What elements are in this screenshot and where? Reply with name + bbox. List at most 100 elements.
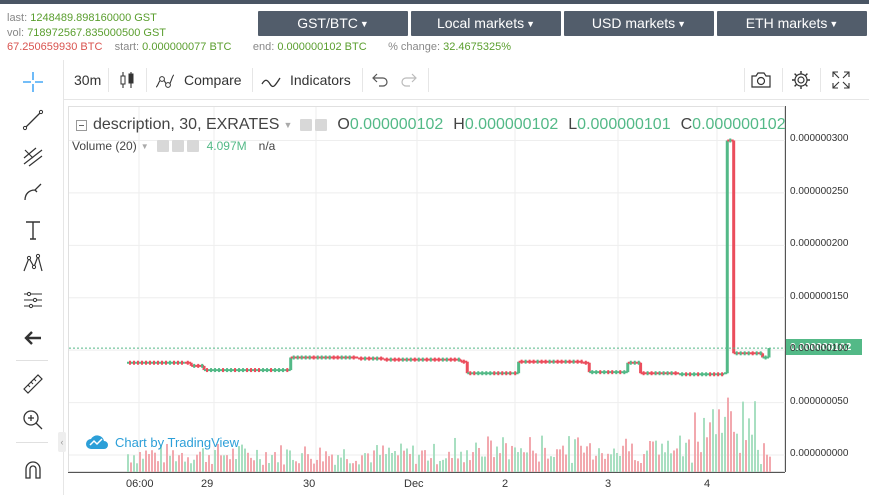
low-value: 0.000000101 xyxy=(577,116,671,133)
candle-body xyxy=(721,372,724,377)
volume-bar xyxy=(394,451,396,473)
eye-icon[interactable] xyxy=(300,119,313,131)
candle-body xyxy=(429,357,432,362)
volume-bar xyxy=(505,443,507,473)
caret-down-icon[interactable]: ▼ xyxy=(140,141,149,151)
compare-button[interactable]: Compare xyxy=(154,60,242,100)
volume-bar xyxy=(127,454,129,473)
stat-row-vol: vol: 718972567.835000500 GST xyxy=(7,26,167,39)
time-tick-label: 29 xyxy=(201,478,214,490)
volume-bar xyxy=(322,461,324,473)
tradingview-branding[interactable]: Chart by TradingView xyxy=(85,433,239,451)
indicators-icon xyxy=(261,77,281,88)
volume-bar xyxy=(529,437,531,473)
fullscreen-icon[interactable] xyxy=(830,60,852,100)
close-icon[interactable] xyxy=(186,140,199,152)
camera-icon[interactable] xyxy=(750,60,772,100)
market-dropdown-local[interactable]: Local markets ▼ xyxy=(411,11,561,36)
volume-bar xyxy=(202,448,204,473)
time-tick-label: Dec xyxy=(404,478,424,490)
candle-body xyxy=(709,372,712,377)
pattern-icon[interactable] xyxy=(18,250,48,278)
market-dropdown-gst-btc[interactable]: GST/BTC ▼ xyxy=(258,11,408,36)
candle-body xyxy=(739,351,742,356)
redo-icon[interactable] xyxy=(398,60,420,100)
candle-body xyxy=(376,356,379,361)
candle-body xyxy=(133,360,135,365)
caret-down-icon[interactable]: ▼ xyxy=(283,120,293,130)
undo-icon[interactable] xyxy=(369,60,391,100)
magnet-icon[interactable] xyxy=(18,456,48,484)
time-axis[interactable] xyxy=(68,472,785,495)
volume-bar xyxy=(181,452,183,473)
trend-line-icon[interactable] xyxy=(18,106,48,134)
volume-bar xyxy=(733,431,735,473)
candle-body xyxy=(385,357,388,362)
pitchfork-icon[interactable] xyxy=(18,142,48,170)
price-axis[interactable] xyxy=(785,106,869,472)
candle-body xyxy=(364,356,367,361)
candle-body xyxy=(670,371,673,376)
volume-bar xyxy=(511,445,513,473)
collapse-legend-icon[interactable] xyxy=(76,119,87,131)
market-dropdown-usd[interactable]: USD markets ▼ xyxy=(564,11,714,36)
series-legend: description, 30, EXRATES ▼ O 0.000000102 … xyxy=(76,116,786,134)
volume-bar xyxy=(145,450,147,473)
candle-body xyxy=(336,355,339,360)
volume-bar xyxy=(337,455,339,473)
collapse-toolbar-handle[interactable]: ‹ xyxy=(58,432,66,452)
text-tool-icon[interactable] xyxy=(18,216,48,244)
settings-icon[interactable] xyxy=(171,140,184,152)
candle-body xyxy=(161,360,163,365)
volume-bar xyxy=(694,412,696,473)
settings-icon[interactable] xyxy=(315,119,328,131)
volume-bar xyxy=(355,460,357,473)
volume-bar xyxy=(715,434,717,473)
candle-body xyxy=(751,351,754,356)
candle-body xyxy=(540,359,543,364)
interval-button[interactable]: 30m xyxy=(74,72,102,88)
volume-bar xyxy=(571,462,573,473)
volume-bar xyxy=(211,463,213,473)
volume-bar xyxy=(160,444,162,473)
volume-bar xyxy=(643,454,645,473)
indicators-button[interactable]: Indicators xyxy=(260,60,351,100)
volume-bar xyxy=(535,453,537,473)
chart-pane[interactable] xyxy=(68,106,786,473)
compare-icon xyxy=(155,74,175,88)
candle-body xyxy=(560,359,563,364)
candle-body xyxy=(701,372,704,377)
candle-body xyxy=(666,371,669,376)
candles-style-icon[interactable] xyxy=(116,60,138,100)
zoom-in-icon[interactable] xyxy=(18,406,48,434)
ruler-icon[interactable] xyxy=(18,370,48,398)
prediction-icon[interactable] xyxy=(18,286,48,314)
volume-bar xyxy=(598,448,600,473)
volume-bar xyxy=(283,464,285,473)
candle-body xyxy=(514,371,517,376)
volume-bar xyxy=(619,455,621,473)
brush-icon[interactable] xyxy=(18,178,48,206)
volume-bar xyxy=(349,463,351,473)
volume-bar xyxy=(691,462,693,473)
volume-bar xyxy=(223,455,225,473)
volume-bar xyxy=(634,460,636,473)
arrow-left-icon[interactable] xyxy=(18,324,48,352)
volume-bar xyxy=(373,450,375,473)
volume-bar xyxy=(286,449,288,473)
settings-gear-icon[interactable] xyxy=(790,60,812,100)
candle-body xyxy=(137,360,139,365)
candle-body xyxy=(481,371,484,376)
candle-body xyxy=(433,357,436,362)
candle-body xyxy=(352,355,355,360)
candle-body xyxy=(532,359,535,364)
eye-icon[interactable] xyxy=(156,140,169,152)
volume-bar xyxy=(220,455,222,473)
volume-bar xyxy=(562,445,564,473)
market-dropdown-eth[interactable]: ETH markets ▼ xyxy=(717,11,867,36)
candle-body xyxy=(623,370,626,375)
volume-bar xyxy=(253,460,255,473)
crosshair-icon[interactable] xyxy=(18,68,48,96)
volume-bar xyxy=(358,464,360,473)
candle-body xyxy=(603,370,606,375)
